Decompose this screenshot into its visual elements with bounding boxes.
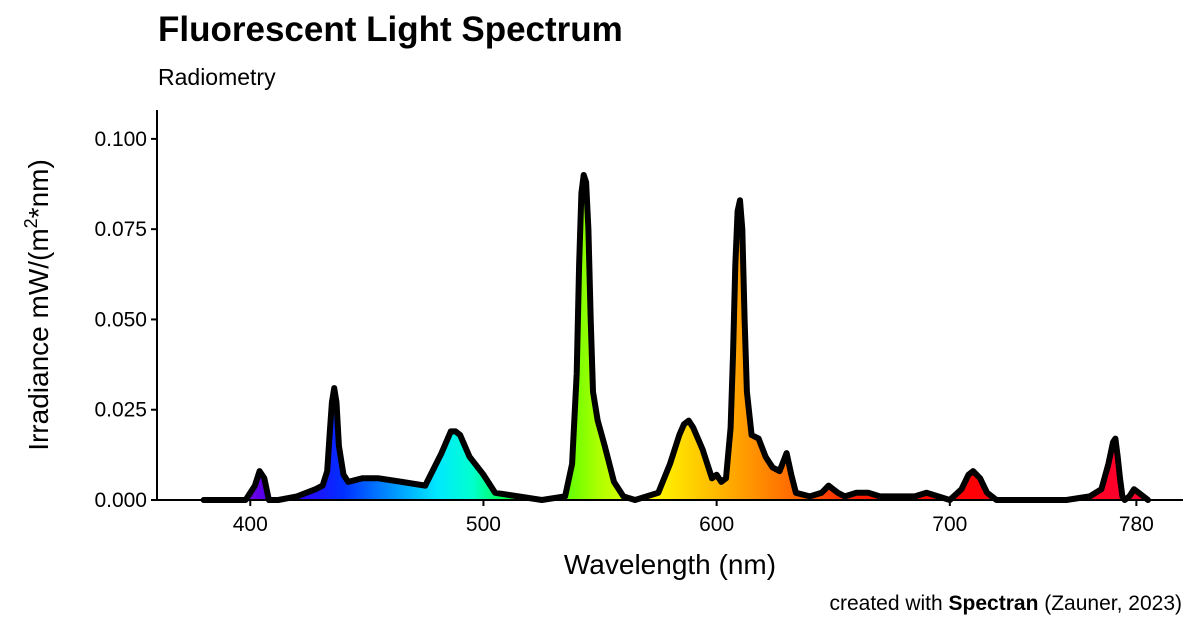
chart-subtitle: Radiometry (158, 64, 276, 90)
y-tick-label: 0.075 (94, 218, 147, 241)
x-tick-label: 600 (699, 513, 734, 536)
caption-prefix: created with (829, 592, 949, 615)
y-axis-title-main: Irradiance mW/(m (23, 228, 54, 450)
y-axis-title-end: *nm) (23, 159, 54, 218)
caption-suffix: (Zauner, 2023) (1038, 592, 1182, 615)
axes: 0.000 0.025 0.050 0.075 0.100 400 500 600 700 780 (94, 110, 1183, 536)
x-tick-label: 700 (932, 513, 967, 536)
caption-tool-name: Spectran (948, 592, 1039, 615)
x-tick-label: 780 (1119, 513, 1154, 536)
plot-area (200, 172, 1151, 503)
y-tick-label: 0.100 (94, 128, 147, 151)
y-tick-label: 0.000 (94, 489, 147, 512)
x-tick-label: 400 (233, 513, 268, 536)
x-axis-title: Wavelength (nm) (564, 549, 776, 580)
spectrum-line (200, 172, 1151, 503)
y-tick-label: 0.025 (94, 399, 147, 422)
x-tick-label: 500 (466, 513, 501, 536)
y-tick-label: 0.050 (94, 308, 147, 331)
chart-title: Fluorescent Light Spectrum (158, 10, 623, 49)
chart-caption: created with Spectran (Zauner, 2023) (829, 592, 1182, 616)
y-axis-title: Irradiance mW/(m2*nm) (21, 159, 54, 451)
y-axis-title-sup: 2 (21, 218, 41, 228)
